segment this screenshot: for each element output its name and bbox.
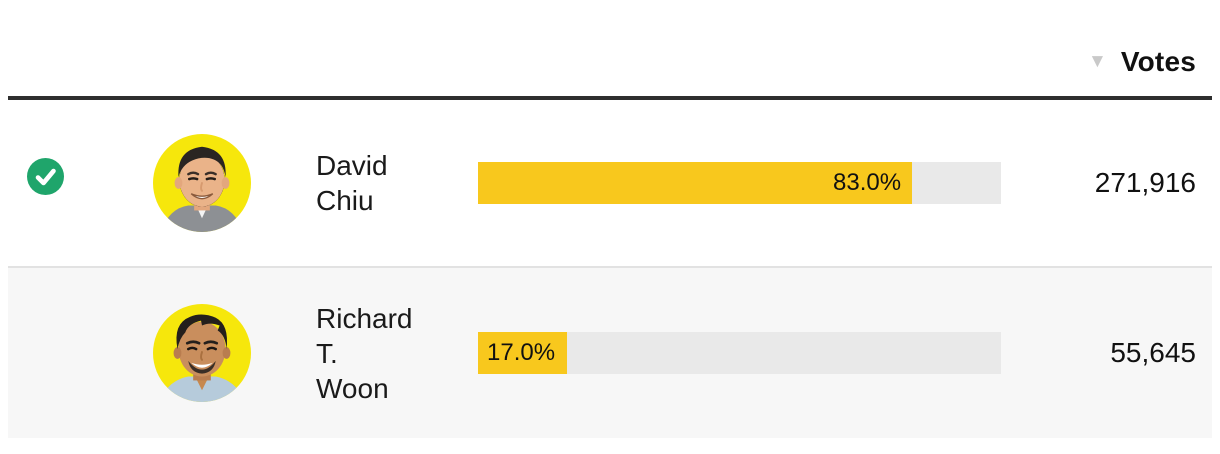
candidate-name: Richard T. Woon [316,302,413,404]
table-header: ▼ Votes [8,0,1212,100]
row-divider [8,266,1212,268]
vote-share-bar-column: 17.0% [478,332,1001,374]
candidate-name: David Chiu [316,150,388,216]
vote-share-percent: 83.0% [833,169,902,196]
winner-column [27,157,83,209]
vote-share-bar-fill: 17.0% [478,332,567,374]
vote-share-bar-track: 83.0% [478,162,1001,204]
candidate-row-richard-t-woon: Richard T. Woon 17.0% 55,645 [8,268,1212,438]
vote-share-bar-track: 17.0% [478,332,1001,374]
vote-share-bar-fill: 83.0% [478,162,913,204]
sort-descending-icon[interactable]: ▼ [1088,51,1107,72]
vote-count: 271,916 [1094,167,1196,198]
vote-share-percent: 17.0% [487,339,556,366]
results-table: ▼ Votes [8,0,1212,438]
winner-check-icon [27,157,64,195]
vote-share-bar-column: 83.0% [478,162,1001,204]
candidate-row-david-chiu: David Chiu 83.0% 271,916 [8,100,1212,266]
candidate-photo-david-chiu [153,134,251,232]
candidate-photo-column [153,304,251,402]
candidate-photo-richard-t-woon [153,304,251,402]
vote-count: 55,645 [1110,337,1196,368]
votes-column-header[interactable]: Votes [1120,46,1196,77]
candidate-photo-column [153,134,251,232]
